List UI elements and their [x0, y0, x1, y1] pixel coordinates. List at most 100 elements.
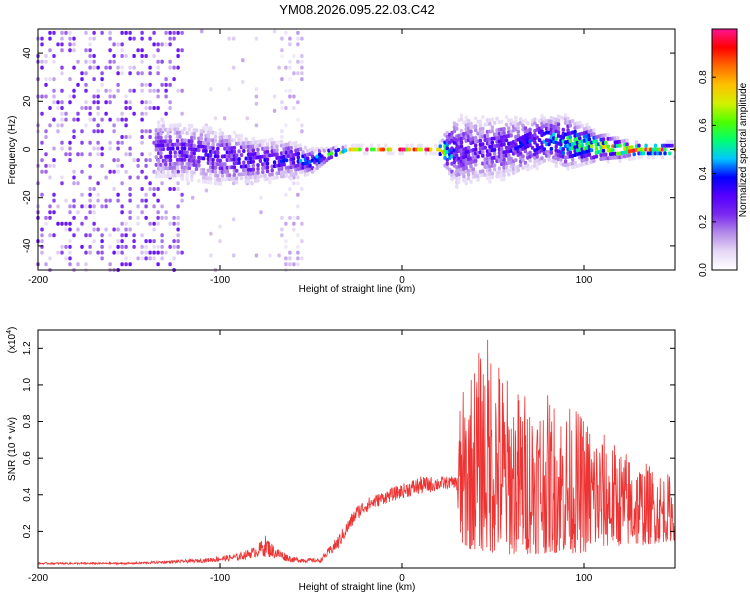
spectrogram-cell [568, 123, 572, 128]
spectrogram-cell [136, 48, 140, 53]
spectrogram-cell [296, 100, 300, 105]
spectrogram-cell [492, 163, 497, 168]
spectrogram-cell [223, 162, 227, 167]
spectrogram-cell [140, 169, 144, 174]
spectrogram-cell [292, 71, 296, 76]
spectrogram-cell [284, 192, 288, 197]
spectrogram-cell [108, 169, 112, 174]
spectrogram-cell [265, 161, 270, 166]
spectrogram-cell [156, 59, 160, 64]
spectrogram-cell [128, 88, 132, 93]
spectrogram-cell [116, 192, 120, 197]
spectrogram-cell [200, 29, 204, 34]
spectrogram-cell [48, 175, 52, 180]
spectrogram-cell [521, 154, 525, 159]
spectrogram-cell [185, 169, 189, 174]
spectrogram-cell [76, 210, 80, 215]
spectrogram-cell [172, 36, 176, 41]
spectrogram-cell [136, 175, 140, 180]
spectrogram-cell [549, 146, 554, 151]
spectrogram-cell [288, 256, 292, 261]
spectrogram-cell [660, 155, 665, 160]
spectrogram-cell [120, 42, 124, 47]
snr-multiplier-label: (x104) [6, 327, 18, 354]
spectrogram-cell [80, 106, 84, 110]
spectrogram-cell [60, 123, 64, 128]
spectrogram-cell [190, 139, 194, 144]
spectrogram-cell [108, 59, 112, 64]
spectrogram-cell [232, 36, 236, 41]
spectrogram-cell [92, 30, 96, 35]
spectrogram-cell [218, 239, 222, 244]
spectrogram-cell [288, 65, 292, 70]
spectrogram-cell [180, 192, 184, 197]
spectrogram-cell [232, 138, 237, 143]
spectrogram-cell [48, 77, 52, 82]
spectrogram-cell [64, 152, 68, 157]
spectrogram-cell [161, 147, 166, 152]
spectrogram-cell [156, 65, 160, 70]
spectrogram-cell [120, 244, 124, 249]
spectrogram-cell [507, 126, 511, 131]
spectrogram-cell [60, 30, 64, 35]
spectrogram-cell [175, 138, 180, 143]
spectrogram-cell [156, 94, 160, 99]
spectrogram-cell [168, 139, 173, 143]
spectrogram-cell [120, 111, 124, 116]
spectrogram-cell [120, 71, 124, 76]
spectrogram-cell [40, 250, 44, 255]
spectrogram-cell [92, 204, 96, 209]
spectrogram-cell [156, 71, 160, 76]
spectrogram-cell [466, 153, 471, 158]
spectrogram-cell [164, 77, 168, 82]
spectrogram-cell [108, 30, 112, 35]
spectrogram-cell [164, 210, 168, 215]
spectrogram-cell [547, 142, 551, 147]
spectrogram-cell [120, 140, 124, 145]
spectrogram-cell [84, 123, 88, 128]
spectrogram-cell [457, 179, 461, 184]
spectrogram-cell [300, 187, 304, 191]
spectrogram-cell [40, 239, 44, 244]
spectrogram-cell [116, 244, 120, 249]
spectrogram-cell [152, 227, 156, 232]
spectrogram-cell [222, 116, 227, 121]
spectrogram-cell [144, 54, 148, 58]
spectrogram-cell [124, 94, 128, 99]
spectrogram-cell [112, 158, 116, 163]
spectrogram-cell [261, 143, 265, 147]
spectrogram-cell [552, 132, 556, 137]
spectrogram-cell [68, 77, 72, 82]
spectrogram-cell [343, 144, 348, 149]
spectrogram-cell [144, 129, 148, 134]
spectrogram-cell [183, 146, 187, 151]
spectrogram-cell [40, 59, 44, 64]
spectrogram-cell [116, 239, 120, 244]
spectrogram-cell [294, 171, 298, 176]
spectrogram-cell [176, 244, 180, 249]
spectrogram-cell [204, 188, 209, 193]
spectrogram-cell [148, 100, 152, 105]
spectrogram-cell [292, 262, 296, 267]
spectrogram-cell [280, 36, 284, 41]
spectrogram-cell [282, 162, 286, 167]
spectrogram-cell [140, 117, 144, 122]
spectrogram-cell [136, 256, 140, 261]
spectrogram-cell [227, 142, 232, 147]
spectrogram-cell [183, 157, 187, 162]
spectrogram-cell [300, 77, 304, 82]
spectrogram-cell [220, 173, 225, 178]
spectrogram-cell [180, 177, 184, 181]
spectrogram-cell [488, 179, 492, 184]
spectrogram-cell [187, 127, 192, 132]
spectrogram-cell [68, 221, 72, 226]
spectrogram-cell [60, 42, 64, 47]
spectrogram-cell [288, 250, 292, 255]
spectrogram-cell [40, 42, 44, 47]
spectrogram-cell [96, 129, 100, 134]
spectrogram-cell [270, 168, 274, 173]
spectrogram-cell [254, 101, 259, 106]
spectrogram-cell [156, 244, 160, 249]
spectrogram-cell [239, 133, 244, 138]
spectrogram-cell [136, 215, 140, 220]
